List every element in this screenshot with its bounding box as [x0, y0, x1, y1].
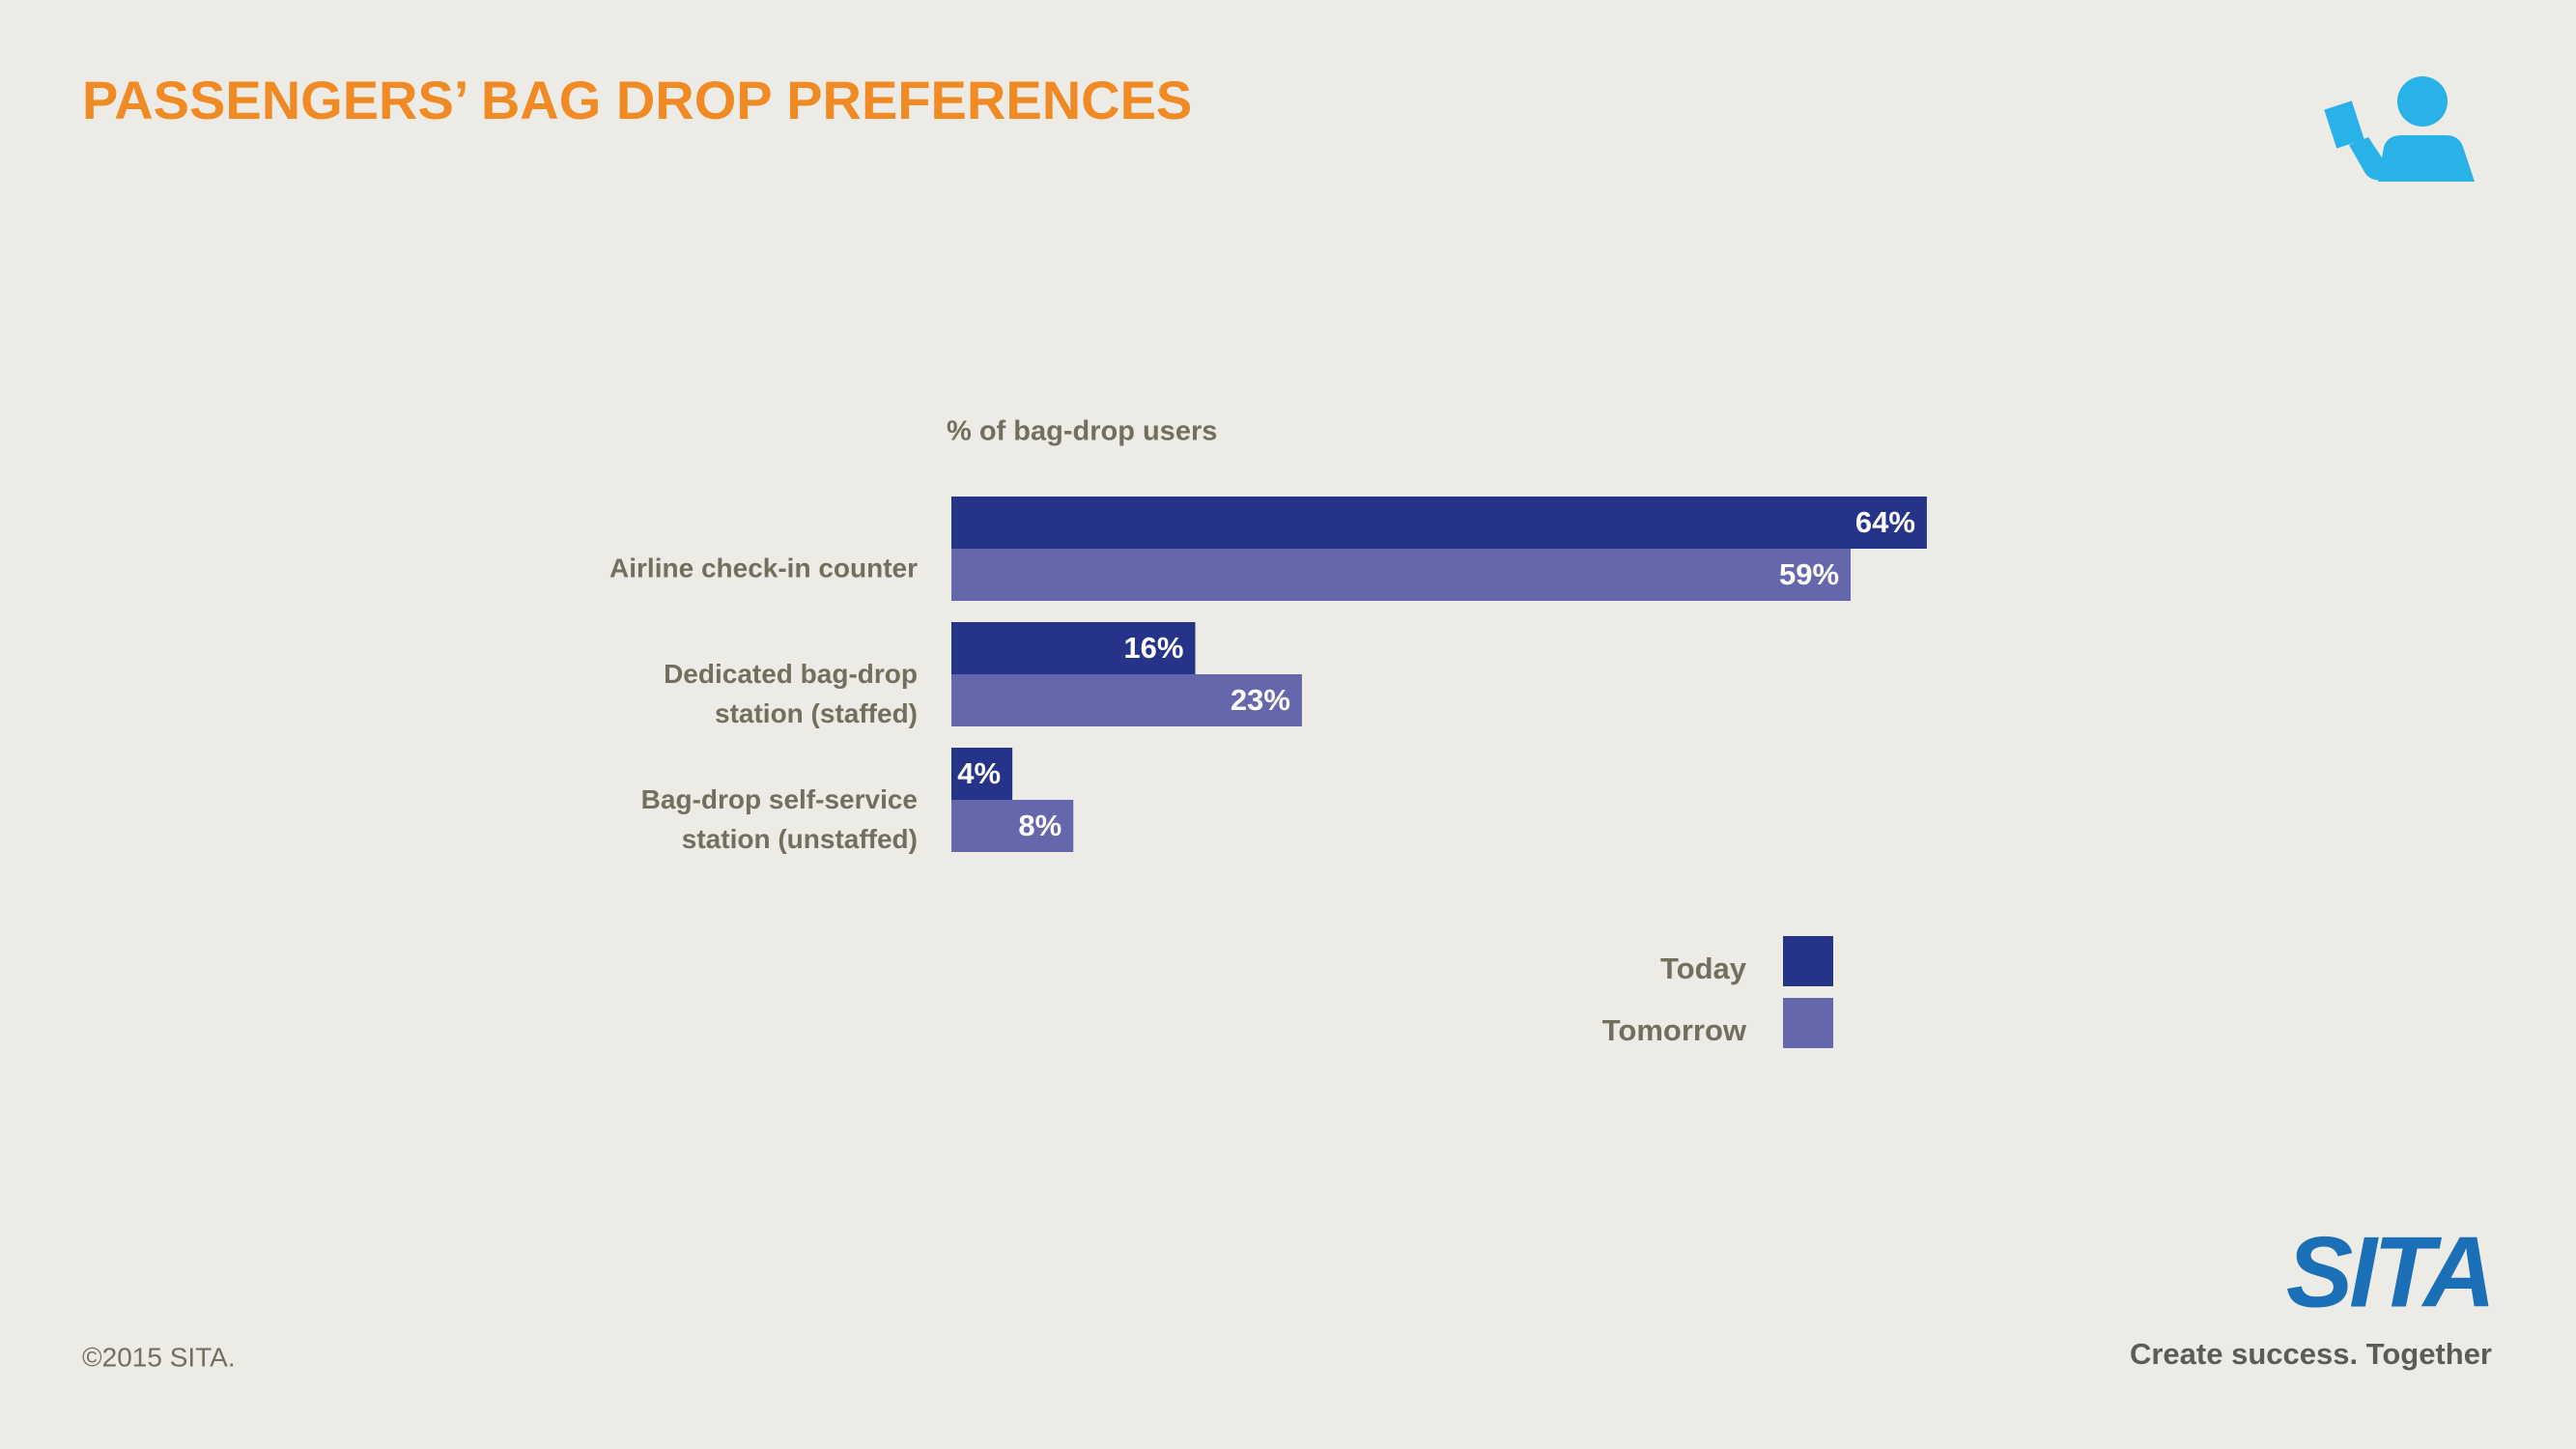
person-icon [2324, 76, 2475, 182]
bar [951, 800, 1074, 852]
bar [951, 497, 1927, 549]
category-label: Bag-drop self-service station (unstaffed… [640, 784, 918, 854]
legend-swatch [1783, 936, 1833, 986]
value-label: 59% [1779, 557, 1839, 591]
axis-label: % of bag-drop users [947, 416, 1217, 447]
value-label: 4% [957, 756, 1001, 790]
bar [951, 674, 1302, 726]
category-label: Dedicated bag-drop station (staffed) [664, 659, 918, 728]
copyright: ©2015 SITA. [82, 1342, 236, 1372]
value-label: 23% [1231, 683, 1290, 717]
tagline: Create success. Together [2130, 1337, 2492, 1371]
bar [951, 622, 1196, 674]
value-label: 8% [1018, 809, 1062, 842]
bar [951, 748, 1013, 800]
legend-swatch [1783, 998, 1833, 1048]
value-label: 16% [1123, 631, 1183, 665]
legend-label: Today [1660, 952, 1747, 985]
value-label: 64% [1855, 505, 1915, 539]
legend-label: Tomorrow [1602, 1013, 1747, 1047]
bar [951, 549, 1852, 601]
logo: SITA [2286, 1216, 2492, 1328]
chart-title: PASSENGERS’ BAG DROP PREFERENCES [82, 70, 1192, 130]
category-label: Airline check-in counter [609, 553, 918, 583]
